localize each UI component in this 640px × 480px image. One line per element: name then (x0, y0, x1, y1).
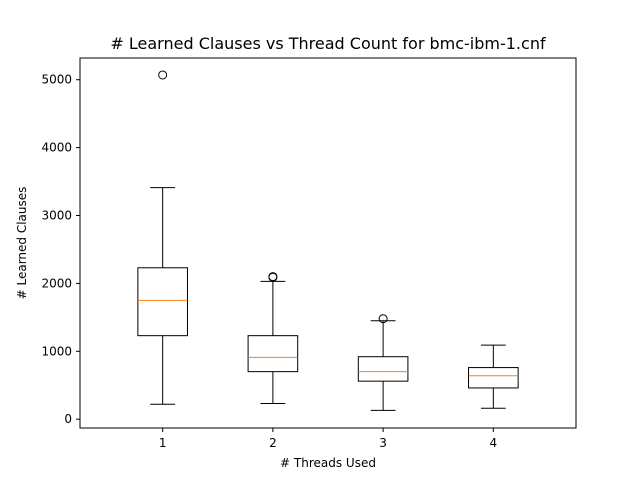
y-tick-label-1000: 1000 (41, 344, 72, 358)
x-tick-label-4: 4 (490, 436, 498, 450)
x-tick-label-1: 1 (159, 436, 167, 450)
y-tick-label-5000: 5000 (41, 73, 72, 87)
axes-frame (79, 57, 577, 429)
box-2-outlier-2 (268, 272, 278, 282)
x-axis-label: # Threads Used (280, 456, 376, 470)
chart-title: # Learned Clauses vs Thread Count for bm… (110, 34, 546, 53)
y-axis-label: # Learned Clauses (15, 187, 29, 300)
box-1-outlier-1 (158, 70, 168, 80)
box-2-iqr-rect (247, 335, 299, 373)
box-1-iqr-rect (137, 267, 188, 337)
x-tick-label-2: 2 (269, 436, 277, 450)
y-tick-label-4000: 4000 (41, 141, 72, 155)
y-tick-label-0: 0 (64, 412, 72, 426)
box-3-outlier-1 (378, 314, 388, 324)
y-tick-label-3000: 3000 (41, 209, 72, 223)
x-tick-label-3: 3 (379, 436, 387, 450)
plot-area: 1 2 3 4 0 1000 2000 3000 4000 5000 (41, 70, 519, 450)
box-4-iqr-rect (468, 367, 519, 389)
box-3-iqr-rect (357, 356, 409, 382)
y-tick-label-2000: 2000 (41, 276, 72, 290)
